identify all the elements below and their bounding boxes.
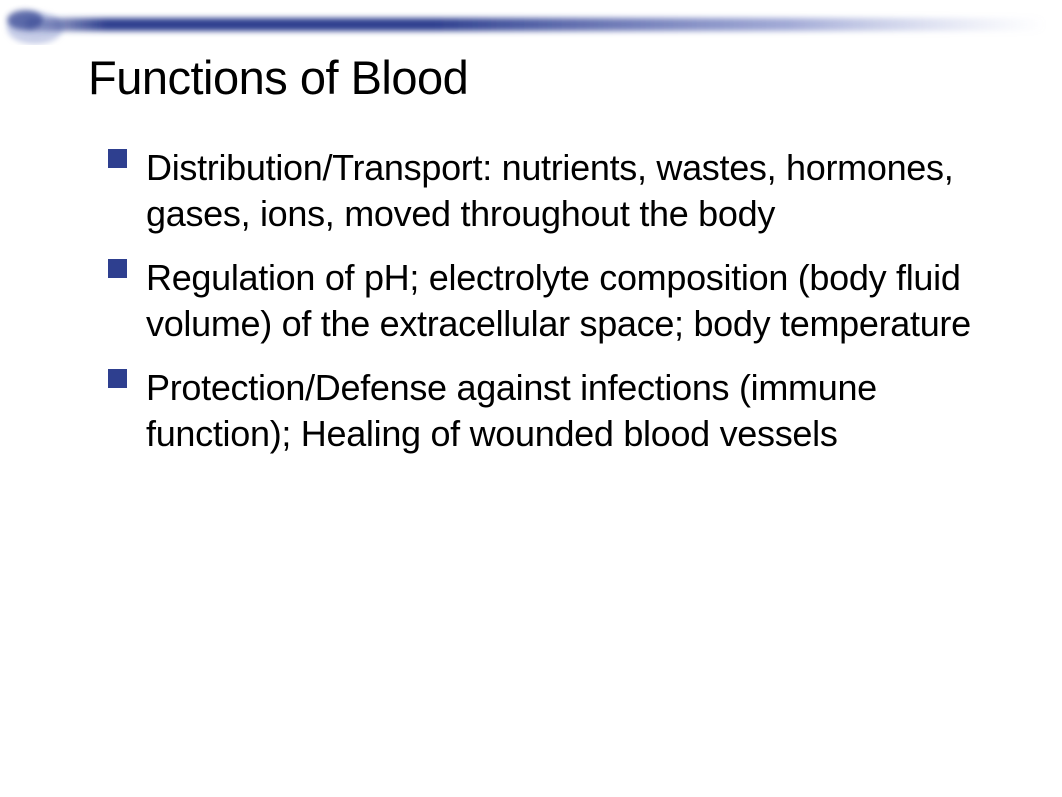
bullet-item: Protection/Defense against infections (i… — [108, 365, 1022, 457]
bullet-text: Distribution/Transport: nutrients, waste… — [146, 147, 953, 234]
slide-content: Functions of Blood Distribution/Transpor… — [88, 50, 1022, 475]
bullet-item: Regulation of pH; electrolyte compositio… — [108, 255, 1022, 347]
bullet-list: Distribution/Transport: nutrients, waste… — [88, 145, 1022, 457]
square-bullet-icon — [108, 149, 127, 168]
slide-title: Functions of Blood — [88, 50, 1022, 105]
bullet-item: Distribution/Transport: nutrients, waste… — [108, 145, 1022, 237]
header-decoration — [0, 0, 1062, 45]
square-bullet-icon — [108, 259, 127, 278]
bullet-text: Protection/Defense against infections (i… — [146, 367, 877, 454]
square-bullet-icon — [108, 369, 127, 388]
bullet-text: Regulation of pH; electrolyte compositio… — [146, 257, 971, 344]
